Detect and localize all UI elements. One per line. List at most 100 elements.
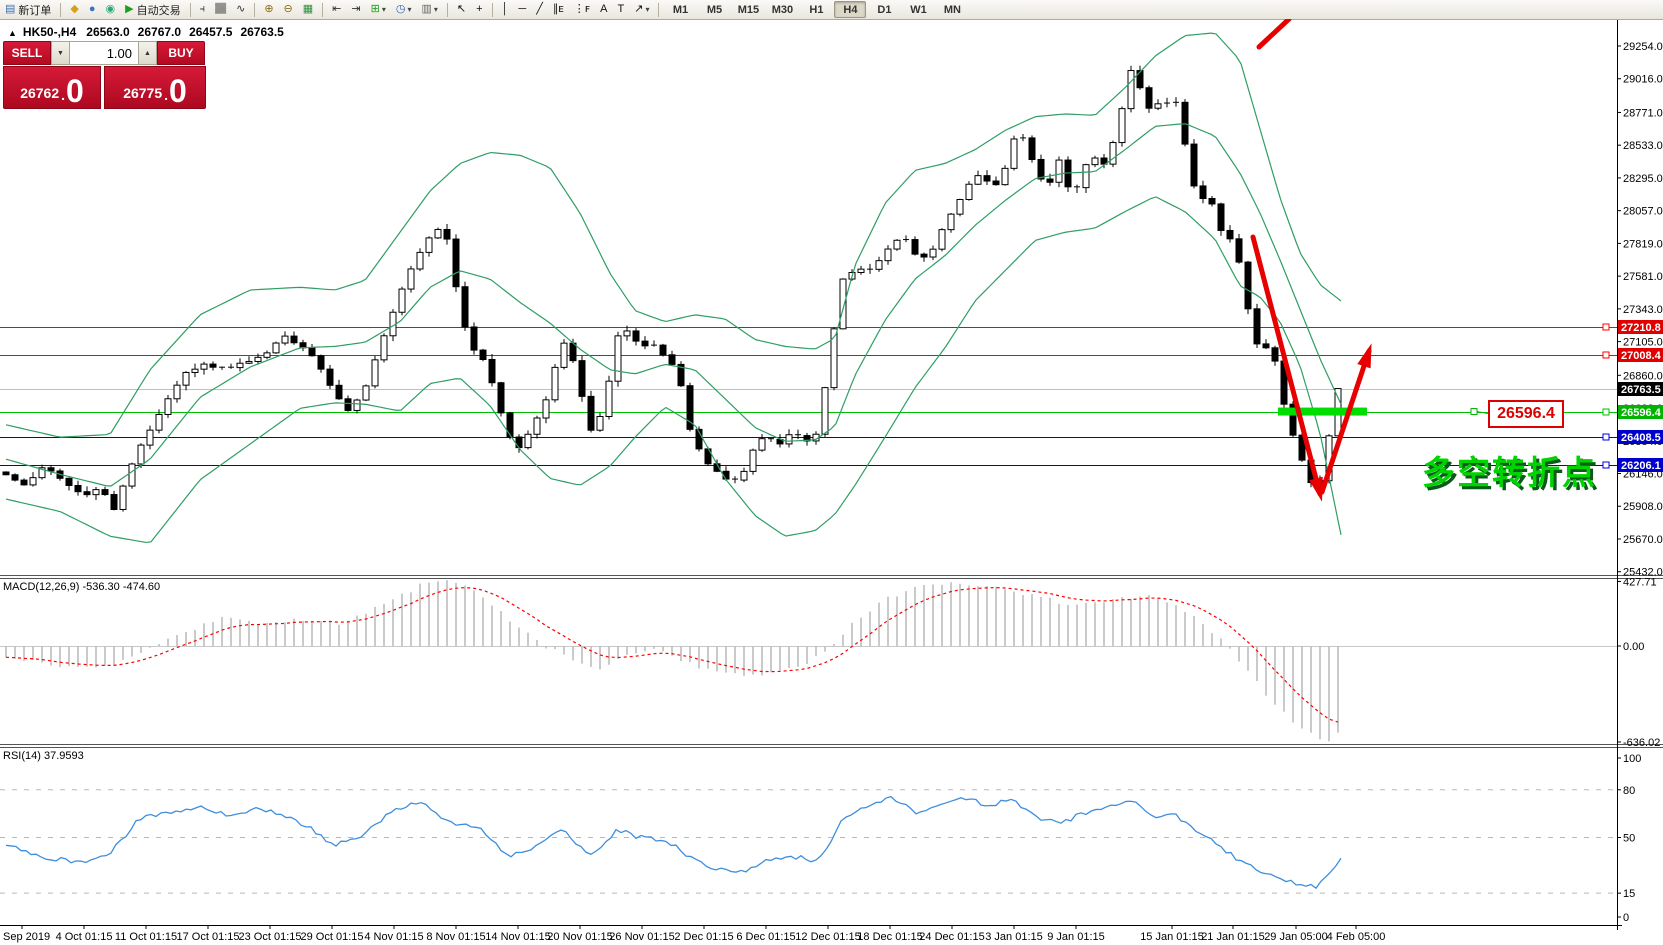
arrow-head <box>1357 343 1372 369</box>
label-tool[interactable]: T <box>613 0 628 19</box>
toolbar-separator <box>658 2 660 17</box>
timeframe-m30[interactable]: M30 <box>771 3 794 16</box>
price-tag <box>1618 320 1663 334</box>
tile-windows-icon[interactable]: ▦ <box>299 0 317 19</box>
svg-text:50: 50 <box>1623 833 1635 845</box>
new-order-button[interactable]: ▤ 新订单 <box>1 0 55 19</box>
svg-text:8 Nov 01:15: 8 Nov 01:15 <box>426 931 485 943</box>
svg-text:29254.0: 29254.0 <box>1623 41 1663 53</box>
auto-scroll-icon[interactable]: ⇥ <box>347 0 364 19</box>
turning-point-annotation[interactable]: 多空转折点 <box>1422 454 1597 491</box>
new-order-button-label: 新订单 <box>18 4 52 17</box>
timeframe-h1[interactable]: H1 <box>809 3 824 16</box>
trendline-tool[interactable]: ╱ <box>532 0 547 19</box>
sell-price-big-digit: 0 <box>66 73 84 109</box>
chevron-down-icon: ▾ <box>407 5 412 14</box>
marketplace-icon-icon: ◆ <box>70 3 79 15</box>
label-icon: T <box>617 3 625 15</box>
low-value: 26457.5 <box>189 25 233 39</box>
svg-text:28771.0: 28771.0 <box>1623 107 1663 119</box>
marketplace-icon[interactable]: ◆ <box>66 0 82 19</box>
timeframe-d1[interactable]: D1 <box>877 3 892 16</box>
symbol-period-label: HK50-,H4 <box>22 25 77 39</box>
trend-arrow <box>1319 348 1372 495</box>
buy-button[interactable]: BUY <box>157 41 205 65</box>
svg-text:25908.0: 25908.0 <box>1623 501 1663 513</box>
toolbar-separator <box>60 2 62 17</box>
timeframe-h4[interactable]: H4 <box>834 1 867 18</box>
fibonacci-tool[interactable]: ⋮ꜰ <box>570 0 594 19</box>
svg-text:23 Oct 01:15: 23 Oct 01:15 <box>239 931 302 943</box>
svg-text:29016.0: 29016.0 <box>1623 74 1663 86</box>
channel-tool[interactable]: ∥ᴇ <box>549 0 568 19</box>
auto-trading-button-label: 自动交易 <box>136 4 181 17</box>
vertical-line-tool[interactable]: │ <box>498 0 513 19</box>
main-price-chart <box>0 19 1617 544</box>
svg-text:26860.0: 26860.0 <box>1623 370 1663 382</box>
community-icon[interactable]: ● <box>85 0 100 19</box>
timeframe-m5[interactable]: M5 <box>706 3 723 16</box>
toolbar-separator <box>189 2 191 17</box>
zoom-in-icon[interactable]: ⊕ <box>260 0 277 19</box>
sell-button[interactable]: SELL <box>3 41 51 65</box>
svg-text:27210.8: 27210.8 <box>1621 322 1661 334</box>
svg-text:100: 100 <box>1623 753 1641 765</box>
zoom-out-icon[interactable]: ⊖ <box>280 0 297 19</box>
high-value: 26767.0 <box>137 25 182 39</box>
zoom-in-icon-icon: ⊕ <box>264 3 274 15</box>
toolbar-separator <box>446 2 448 17</box>
buy-price-button[interactable]: 26775. 0 <box>104 66 206 109</box>
chart-ohlc-header: ▲ HK50-,H4 26563.0 26767.0 26457.5 26763.5 <box>8 25 292 39</box>
chart-canvas[interactable]: 29254.0 29016.0 28771.0 28533.0 28295.0 28057… <box>0 19 1663 945</box>
svg-text:24 Dec 01:15: 24 Dec 01:15 <box>919 931 984 943</box>
volume-up-button[interactable]: ▲ <box>138 41 157 65</box>
svg-text:6 Dec 01:15: 6 Dec 01:15 <box>736 931 795 943</box>
timeframe-w1[interactable]: W1 <box>910 3 927 16</box>
signals-icon[interactable]: ◉ <box>102 0 120 19</box>
horizontal-line-tool[interactable]: ─ <box>514 0 530 19</box>
zoom-out-icon-icon: ⊖ <box>283 3 293 15</box>
chevron-down-icon: ▾ <box>433 5 438 14</box>
svg-text:26763.5: 26763.5 <box>1621 384 1661 396</box>
volume-down-button[interactable]: ▼ <box>51 41 70 65</box>
volume-field[interactable]: 1.00 <box>70 41 138 65</box>
buy-price-big-digit: 0 <box>169 73 187 109</box>
fibonacci-icon: ⋮ꜰ <box>573 3 591 15</box>
periods-dropdown[interactable]: ◷ ▾ <box>392 0 416 19</box>
annotation-anchor-handle <box>1470 408 1478 416</box>
main-toolbar: ▤ 新订单 ◆ ● ◉ ▶ 自动交易 ⫞ 🮐 ∿ ⊕ ⊖ ▦ ⇤ ⇥ ⊞ ▾ ◷ ▾ ▥ ▾ ↖ + │ ─ ╱ ∥ᴇ ⋮ꜰ A T ↗ ▾ M… <box>0 0 1663 20</box>
auto-trading-button[interactable]: ▶ 自动交易 <box>121 0 184 19</box>
collapse-panel-icon[interactable]: ▲ <box>8 28 17 38</box>
bar-chart-mode-icon[interactable]: ⫞ <box>196 0 210 19</box>
buy-price-main: 26775 <box>123 85 163 101</box>
crosshair-tool[interactable]: + <box>472 0 486 19</box>
bollinger-lower <box>5 196 1342 544</box>
signals-icon-icon: ◉ <box>105 3 116 15</box>
svg-text:4 Nov 01:15: 4 Nov 01:15 <box>364 931 423 943</box>
arrows-tool[interactable]: ↗ ▾ <box>630 0 653 19</box>
svg-text:26206.1: 26206.1 <box>1621 460 1661 472</box>
chart-shift-icon[interactable]: ⇤ <box>328 0 345 19</box>
sell-price-button[interactable]: 26762. 0 <box>3 66 101 109</box>
price-tag <box>1618 458 1663 472</box>
timeframe-m15[interactable]: M15 <box>737 3 760 16</box>
svg-text:2 Dec 01:15: 2 Dec 01:15 <box>674 931 733 943</box>
timeframe-mn[interactable]: MN <box>943 3 961 16</box>
vertical-line-icon: │ <box>501 3 509 15</box>
line-handle <box>1602 461 1610 469</box>
timeframe-m1[interactable]: M1 <box>672 3 689 16</box>
rsi-panel <box>0 789 1617 894</box>
bar-chart-mode-icon-icon: ⫞ <box>199 3 206 15</box>
line-chart-mode-icon[interactable]: ∿ <box>232 0 249 19</box>
svg-text:427.71: 427.71 <box>1623 576 1657 588</box>
price-annotation-box[interactable]: 26596.4 <box>1488 400 1564 428</box>
svg-text:21 Jan 01:15: 21 Jan 01:15 <box>1201 931 1265 943</box>
indicators-dropdown[interactable]: ⊞ ▾ <box>367 0 390 19</box>
trendline-icon: ╱ <box>536 3 543 15</box>
svg-text:12 Dec 01:15: 12 Dec 01:15 <box>795 931 860 943</box>
text-tool[interactable]: A <box>596 0 611 19</box>
templates-dropdown[interactable]: ▥ ▾ <box>417 0 441 19</box>
cursor-tool[interactable]: ↖ <box>453 0 470 19</box>
bollinger-upper <box>5 32 1342 438</box>
candlestick-mode-icon[interactable]: 🮐 <box>211 0 230 19</box>
